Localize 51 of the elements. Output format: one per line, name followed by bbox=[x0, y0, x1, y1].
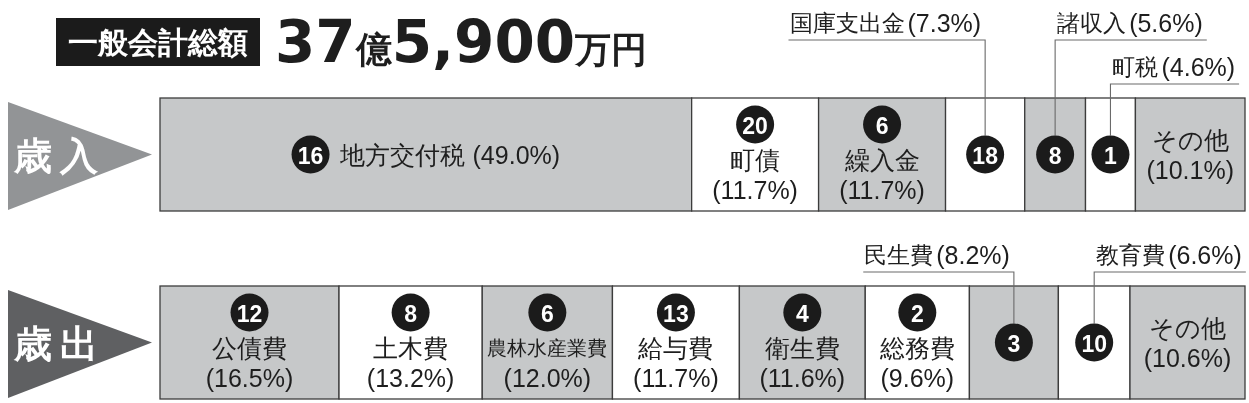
value-label: (11.7%) bbox=[633, 363, 719, 392]
value-label: (11.7%) bbox=[839, 175, 925, 204]
series-name: 給与費 bbox=[638, 333, 714, 362]
value-label: (5.6%) bbox=[1129, 9, 1203, 37]
title: 一般会計総額 bbox=[56, 18, 260, 66]
annotation: 2 bbox=[910, 300, 924, 327]
annotation: 6 bbox=[540, 300, 554, 327]
value-label: (13.2%) bbox=[366, 363, 455, 392]
series-name: 土木費 bbox=[373, 333, 449, 362]
value-label: (11.7%) bbox=[712, 175, 798, 204]
annotation: 18 bbox=[972, 142, 998, 169]
series-name: 農林水産業費 bbox=[487, 336, 608, 359]
annotation: 20 bbox=[742, 112, 768, 139]
value-label: (4.6%) bbox=[1161, 53, 1236, 81]
chart-title: 一般会計総額 bbox=[68, 25, 248, 59]
annotation: 10 bbox=[1081, 330, 1107, 357]
series-name: 諸収入 bbox=[1057, 10, 1127, 36]
series-name: 町債 bbox=[730, 145, 781, 174]
value-label: (9.6%) bbox=[880, 363, 955, 392]
series-name: 教育費 bbox=[1096, 242, 1166, 268]
series-name: 町税 bbox=[1112, 54, 1159, 80]
value-label: (11.6%) bbox=[759, 363, 846, 392]
annotation: 8 bbox=[404, 300, 418, 327]
annotation: 16 bbox=[297, 142, 324, 169]
value-label: (10.1%) bbox=[1146, 155, 1234, 184]
series-name: その他 bbox=[1151, 125, 1229, 154]
annotation: 8 bbox=[1048, 142, 1062, 169]
series-name: 公債費 bbox=[212, 333, 287, 362]
value-label: (49.0%) bbox=[472, 140, 561, 169]
subtitle: 37億5,900万円 bbox=[275, 8, 648, 76]
series-name: 衛生費 bbox=[764, 333, 840, 362]
value-label: (16.5%) bbox=[205, 363, 294, 392]
series-name: 総務費 bbox=[879, 333, 955, 362]
category-label: 歳出 bbox=[14, 322, 106, 365]
series-name: 地方交付税 bbox=[339, 140, 465, 169]
value-label: (8.2%) bbox=[936, 241, 1010, 269]
value-label: (6.6%) bbox=[1168, 241, 1242, 269]
series-name: その他 bbox=[1149, 313, 1226, 342]
annotation: 6 bbox=[875, 112, 889, 139]
category-label: 歳入 bbox=[14, 134, 106, 177]
value-label: (12.0%) bbox=[503, 363, 592, 392]
series-name: 繰入金 bbox=[844, 145, 920, 174]
annotation: 4 bbox=[795, 300, 809, 327]
annotation: 1 bbox=[1104, 142, 1117, 169]
annotation: 12 bbox=[236, 300, 263, 327]
series-name: 国庫支出金 bbox=[789, 10, 905, 36]
annotation: 3 bbox=[1007, 330, 1021, 357]
value-label: (10.6%) bbox=[1143, 343, 1232, 372]
series-name: 民生費 bbox=[864, 242, 934, 268]
annotation: 13 bbox=[663, 300, 689, 327]
value-label: (7.3%) bbox=[907, 9, 982, 37]
